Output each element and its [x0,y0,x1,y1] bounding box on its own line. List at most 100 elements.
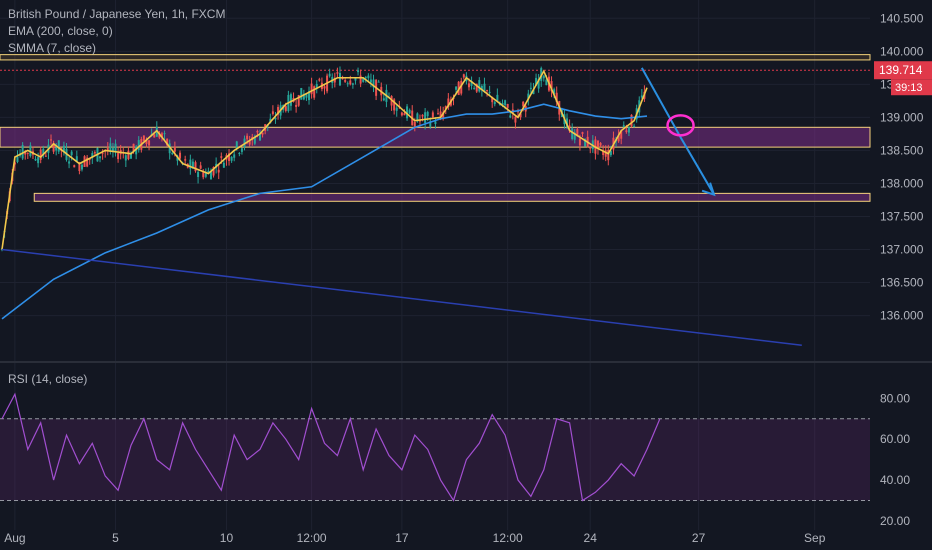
candle-body [256,130,259,133]
candle-body [163,133,166,135]
candle-body [555,92,558,103]
candle-body [114,143,117,152]
candle-body [313,86,316,98]
candle-body [576,129,579,137]
candle-body [153,134,156,138]
candle-body [235,141,238,149]
candle-body [70,151,73,156]
candle-body [207,170,210,173]
candle-body [57,140,60,152]
candle-body [259,134,261,141]
series-line-0 [1,103,648,320]
candle-body [550,81,553,92]
candle-body [604,150,607,157]
candle-body [447,98,450,108]
candle-body [338,73,341,86]
candle-body [336,72,339,74]
candle-body [622,125,625,128]
candle-body [395,107,398,111]
zone-resistance [0,54,871,61]
candle-body [517,111,519,113]
candle-body [137,140,140,151]
candle-body [315,84,318,89]
candle-body [493,102,496,105]
candle-body [341,78,344,80]
candle-body [209,171,212,180]
zone-target-box [33,192,871,202]
candle-body [93,152,96,154]
y-tick-7: 137.000 [880,243,924,257]
y-tick-6: 137.500 [880,209,924,223]
candle-body [429,121,432,127]
zone-support-box [0,126,871,148]
candle-body [86,157,89,167]
candle-body [318,79,321,81]
candle-body [158,133,161,138]
candle-body [295,104,298,107]
candle-body [473,87,476,89]
x-tick-7: 27 [692,531,706,545]
candle-body [535,77,538,86]
candle-body [514,116,517,123]
candle-body [475,83,478,92]
y-tick-1: 140.000 [880,44,924,58]
candle-body [135,146,138,155]
candle-body [349,80,352,85]
candle-body [52,142,55,152]
candle-body [305,94,308,98]
candle-body [519,113,522,118]
candle-body [542,75,545,79]
candle-body [91,153,94,158]
rsi-y-tick-2: 40.00 [880,473,910,487]
candle-body [573,132,576,140]
candle-body [625,130,628,132]
candle-body [127,150,130,160]
candle-body [609,151,612,156]
candle-body [124,155,127,161]
candle-body [442,112,445,119]
candle-body [578,138,581,146]
candle-body [238,153,241,155]
candle-body [194,162,197,172]
candle-body [509,115,512,118]
candle-body [488,91,491,93]
candle-body [359,75,362,84]
candle-body [413,122,416,128]
candle-body [424,112,427,124]
candle-body [300,88,303,100]
candle-body [431,112,434,118]
candle-body [437,113,440,115]
candle-body [191,161,194,169]
candle-body [589,147,592,149]
y-tick-3: 139.000 [880,110,924,124]
ema-legend: EMA (200, close, 0) [8,24,113,38]
y-tick-5: 138.000 [880,176,924,190]
candle-body [367,75,370,79]
candle-body [403,113,406,116]
highlight-circle [666,114,695,137]
candle-body [462,74,465,78]
candle-body [202,172,205,178]
candle-body [199,165,202,169]
rsi-line [1,392,661,502]
candle-body [109,143,112,152]
candle-body [620,130,623,139]
candle-body [13,162,16,165]
candle-body [99,156,102,159]
candle-body [171,152,174,155]
candle-body [179,152,182,159]
candle-body [189,159,192,169]
candle-body [602,150,605,156]
candle-body [29,145,32,157]
candle-body [553,89,556,95]
candle-body [230,156,233,161]
candle-body [617,135,620,142]
rsi-y-tick-3: 20.00 [880,514,910,528]
candle-body [527,93,530,100]
candle-body [351,83,354,85]
candle-body [483,83,486,92]
candle-body [372,79,375,88]
candle-body [393,99,396,111]
x-tick-5: 12:00 [493,531,523,545]
candle-body [233,154,236,158]
